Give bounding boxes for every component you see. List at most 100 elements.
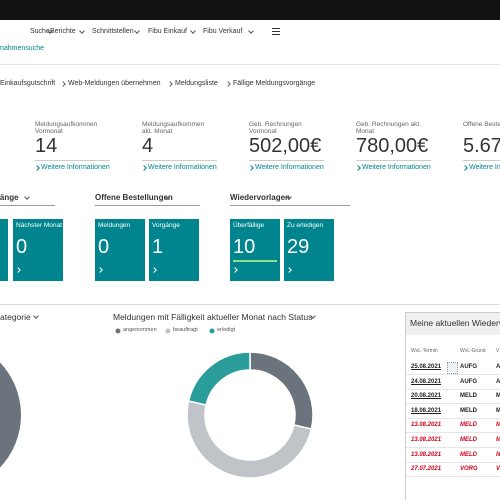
table-cell: M (496, 407, 500, 414)
kpi-value: 502,00€ (249, 135, 322, 157)
table-cell: MELD (460, 422, 477, 429)
cue-group-title: gänge (0, 193, 19, 202)
cue-tile-label: Zu erledigen (287, 222, 324, 229)
menu-item[interactable]: Suche (30, 28, 50, 35)
legend-label: beauftragt (173, 327, 198, 333)
column-header: V (496, 348, 500, 354)
cue-tile-value: 0 (98, 236, 110, 258)
cue-group-line (0, 205, 55, 206)
kpi-label: Geb. Rechnungen akt. Monat (356, 121, 422, 135)
donut-segment (186, 400, 313, 479)
cue-tile[interactable] (95, 219, 145, 281)
cue-tile-value: 1 (152, 236, 164, 258)
legend-dot (209, 328, 215, 334)
table-cell: N (496, 451, 500, 458)
table-cell[interactable]: 13.08.2021 (411, 451, 442, 458)
table-cell: M (496, 393, 500, 400)
kpi-underline (249, 160, 324, 161)
cue-tile[interactable] (149, 219, 199, 281)
divider (0, 304, 500, 305)
donut-segment (187, 351, 251, 406)
donut-segment (249, 351, 314, 430)
cue-tile-label: Überfällige (233, 222, 265, 229)
cue-tile-value: 0 (16, 236, 28, 258)
table-cell: VORG (460, 466, 478, 473)
row-line (406, 403, 500, 405)
table-cell: AUFG (460, 364, 477, 370)
cue-tile-value: 10 (233, 236, 256, 258)
table-cell: MELD (460, 437, 477, 443)
table-cell[interactable]: 27.07.2021 (411, 466, 442, 473)
divider (0, 64, 500, 65)
cue-tile-label: Nächster Monat (16, 222, 62, 229)
kpi-label: Meldungsaufkommen Vormonat (35, 121, 98, 135)
kpi-link[interactable]: Weitere Informationen (362, 164, 431, 171)
table-cell: MELD (460, 407, 477, 414)
top-bar (0, 0, 500, 20)
kpi-underline (142, 160, 217, 161)
table-cell[interactable]: 20.08.2021 (411, 393, 442, 400)
menu-item[interactable]: Fibu Verkauf (203, 28, 243, 35)
kpi-value: 780,00€ (356, 135, 429, 157)
menu-item[interactable]: Schnittstellen (92, 28, 134, 35)
table-cell: M (496, 422, 500, 428)
action-link[interactable]: Meldungsliste (175, 80, 218, 87)
legend-dot (115, 328, 121, 334)
row-line (406, 388, 500, 390)
kpi-link[interactable]: Weitere Informationen (41, 164, 110, 171)
legend-dot (165, 328, 171, 334)
table-cell[interactable]: 24.08.2021 (411, 378, 442, 385)
kpi-label: Meldungsaufkommen akt. Monat (142, 121, 205, 135)
table-cell: A (496, 364, 500, 370)
table-cell[interactable]: 13.08.2021 (411, 422, 442, 429)
menu-icon[interactable] (272, 28, 280, 29)
chart-title: Meldungen mit Fälligkeit aktueller Monat… (113, 312, 313, 322)
action-link[interactable]: Einkaufsgutschrift (0, 80, 56, 87)
panel-title: Meine aktuellen Wiederv (410, 318, 500, 328)
table-cell[interactable]: 25.08.2021 (411, 364, 442, 370)
kpi-link[interactable]: Weitere Informationen (469, 164, 500, 171)
cue-group-line (230, 205, 350, 206)
chart-title: ategorie (0, 312, 31, 322)
legend-label: erledigt (217, 327, 236, 333)
panel (405, 312, 500, 500)
row-line (406, 432, 500, 434)
column-header: WvL-Termin (411, 348, 438, 354)
cue-group-title: Offene Bestellungen (95, 193, 173, 202)
row-line (406, 461, 500, 463)
table-cell: A (496, 378, 500, 385)
kpi-value: 5.67 (463, 135, 500, 157)
table-cell[interactable]: 13.08.2021 (411, 437, 442, 443)
legend-label: angenommen (123, 327, 157, 333)
kpi-value: 4 (142, 135, 154, 157)
cue-tile-value: 29 (287, 236, 310, 258)
cue-tile[interactable] (284, 219, 334, 281)
column-header: WvL-Grund (460, 348, 486, 354)
kpi-label: Geb. Rechnungen Vormonat (249, 121, 302, 135)
cue-tile-bar (233, 260, 277, 262)
kpi-link[interactable]: Weitere Informationen (148, 164, 217, 171)
row-line (406, 417, 500, 419)
cue-tile[interactable] (13, 219, 63, 281)
cue-tile[interactable] (230, 219, 280, 281)
cue-tile-label: Vorgänge (152, 222, 180, 229)
cue-tile-partial[interactable] (0, 219, 8, 281)
menu-item[interactable]: Fibu Einkauf (148, 28, 187, 35)
action-link[interactable]: Web-Meldungen übernehmen (68, 80, 161, 87)
menu-item[interactable]: Berichte (50, 28, 76, 35)
table-cell: MELD (460, 451, 477, 458)
cue-tile-label: Meldungen (98, 222, 131, 229)
search-link[interactable]: nahmensuche (0, 45, 44, 52)
table-cell: MELD (460, 393, 477, 400)
panel-header (406, 313, 500, 335)
cue-group-title: Wiedervorlagen (230, 193, 290, 202)
kpi-link[interactable]: Weitere Informationen (255, 164, 324, 171)
table-cell[interactable]: 18.08.2021 (411, 407, 442, 414)
action-link[interactable]: Fällige Meldungsvorgänge (233, 80, 316, 87)
kpi-value: 14 (35, 135, 58, 157)
table-cell: V (496, 466, 500, 473)
kpi-underline (35, 160, 110, 161)
kpi-underline (463, 160, 500, 161)
row-line (406, 374, 500, 375)
